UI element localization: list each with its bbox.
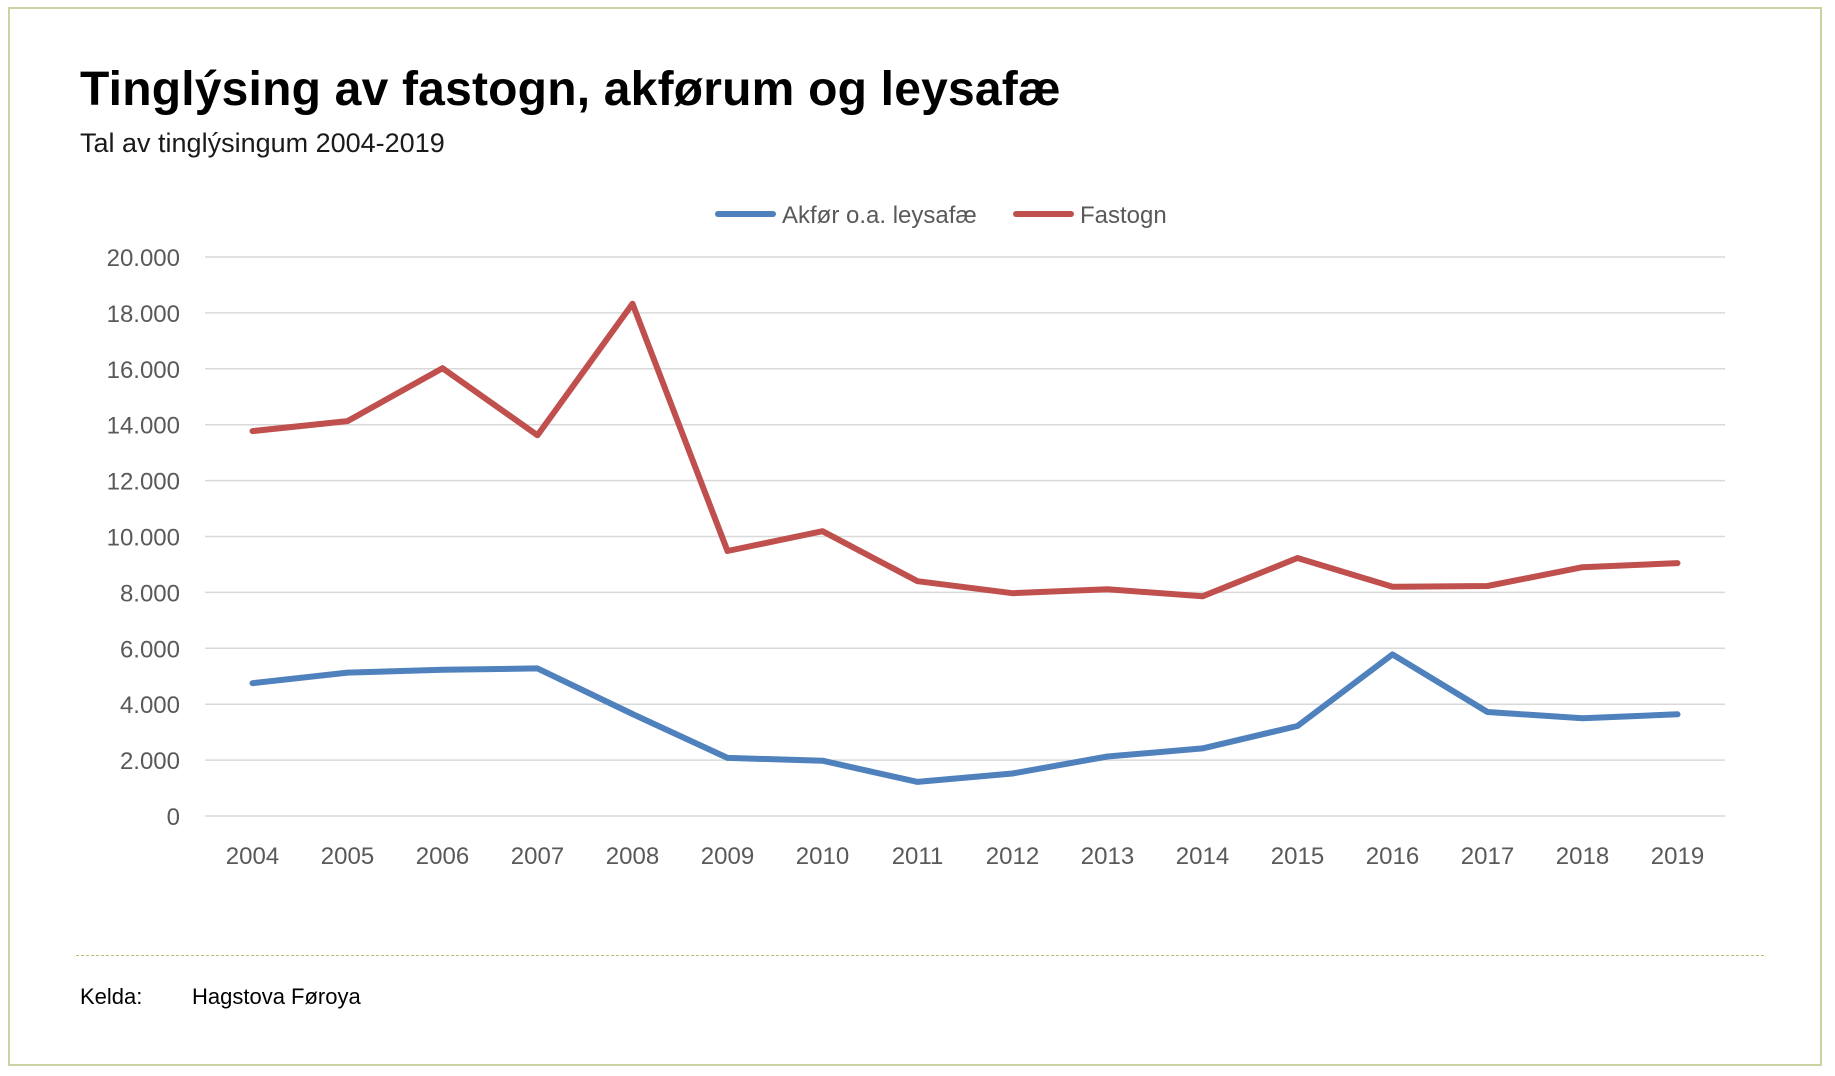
x-tick-label: 2017 bbox=[1461, 843, 1514, 870]
source-divider bbox=[76, 955, 1764, 956]
chart-subtitle: Tal av tinglýsingum 2004-2019 bbox=[80, 128, 445, 158]
x-tick-label: 2004 bbox=[226, 843, 279, 870]
data-point bbox=[440, 365, 445, 371]
x-tick-label: 2007 bbox=[511, 843, 564, 870]
series-line-1 bbox=[249, 300, 1681, 600]
data-point bbox=[1295, 555, 1300, 561]
y-tick-label: 2.000 bbox=[120, 748, 180, 775]
data-point bbox=[725, 755, 730, 761]
y-tick-label: 16.000 bbox=[107, 357, 180, 384]
x-tick-label: 2011 bbox=[892, 843, 944, 870]
series-line-0 bbox=[249, 651, 1681, 785]
data-point bbox=[1485, 583, 1490, 589]
data-point bbox=[250, 428, 255, 434]
y-tick-label: 6.000 bbox=[120, 636, 180, 663]
x-tick-label: 2019 bbox=[1651, 843, 1704, 870]
data-point bbox=[345, 418, 350, 424]
data-point bbox=[1580, 715, 1585, 721]
data-point bbox=[1580, 564, 1585, 570]
y-axis-tick-labels: 0 2.000 4.000 6.000 8.000 10.000 12.000 14.000 1… bbox=[107, 245, 180, 831]
x-tick-label: 2016 bbox=[1366, 843, 1419, 870]
data-point bbox=[1200, 745, 1205, 751]
series-lines bbox=[249, 300, 1681, 785]
x-tick-label: 2015 bbox=[1271, 843, 1324, 870]
legend-label-1: Fastogn bbox=[1080, 202, 1167, 229]
data-point bbox=[820, 758, 825, 764]
x-tick-label: 2009 bbox=[701, 843, 754, 870]
legend-label-0: Akfør o.a. leysafæ bbox=[782, 202, 977, 229]
y-tick-label: 20.000 bbox=[107, 245, 180, 272]
data-point bbox=[630, 301, 635, 307]
data-point bbox=[1105, 753, 1110, 759]
x-tick-label: 2014 bbox=[1176, 843, 1229, 870]
x-tick-label: 2012 bbox=[986, 843, 1039, 870]
legend: Akfør o.a. leysafæ Fastogn bbox=[715, 202, 1167, 229]
data-point bbox=[1295, 723, 1300, 729]
y-tick-label: 8.000 bbox=[120, 580, 180, 607]
data-point bbox=[1200, 593, 1205, 599]
data-point bbox=[915, 578, 920, 584]
y-tick-label: 4.000 bbox=[120, 692, 180, 719]
data-point bbox=[440, 667, 445, 673]
chart-title: Tinglýsing av fastogn, akførum og leysaf… bbox=[80, 63, 1061, 116]
data-point bbox=[1010, 590, 1015, 596]
x-tick-label: 2008 bbox=[606, 843, 659, 870]
data-point bbox=[1675, 711, 1680, 717]
data-point bbox=[1390, 584, 1395, 590]
y-tick-label: 18.000 bbox=[107, 301, 180, 328]
data-point bbox=[345, 670, 350, 676]
data-point bbox=[725, 548, 730, 554]
data-point bbox=[250, 680, 255, 686]
x-tick-label: 2010 bbox=[796, 843, 849, 870]
y-tick-label: 14.000 bbox=[107, 413, 180, 440]
data-point bbox=[535, 432, 540, 438]
data-point bbox=[1675, 560, 1680, 566]
x-tick-label: 2018 bbox=[1556, 843, 1609, 870]
x-tick-label: 2013 bbox=[1081, 843, 1134, 870]
x-tick-label: 2005 bbox=[321, 843, 374, 870]
y-tick-label: 10.000 bbox=[107, 525, 180, 552]
source-label: Kelda: bbox=[80, 984, 143, 1009]
data-point bbox=[820, 528, 825, 534]
data-point bbox=[1485, 709, 1490, 715]
data-point bbox=[915, 779, 920, 785]
y-tick-label: 0 bbox=[167, 804, 180, 831]
data-point bbox=[1105, 586, 1110, 592]
gridlines bbox=[205, 256, 1725, 817]
data-point bbox=[630, 711, 635, 717]
y-tick-label: 12.000 bbox=[107, 469, 180, 496]
data-point bbox=[535, 665, 540, 671]
data-point bbox=[1390, 651, 1395, 657]
data-point bbox=[1010, 771, 1015, 777]
source-value: Hagstova Føroya bbox=[192, 984, 361, 1009]
x-axis-tick-labels: 2004 2005 2006 2007 2008 2009 2010 2011 2012 2013… bbox=[226, 843, 1704, 870]
x-tick-label: 2006 bbox=[416, 843, 469, 870]
